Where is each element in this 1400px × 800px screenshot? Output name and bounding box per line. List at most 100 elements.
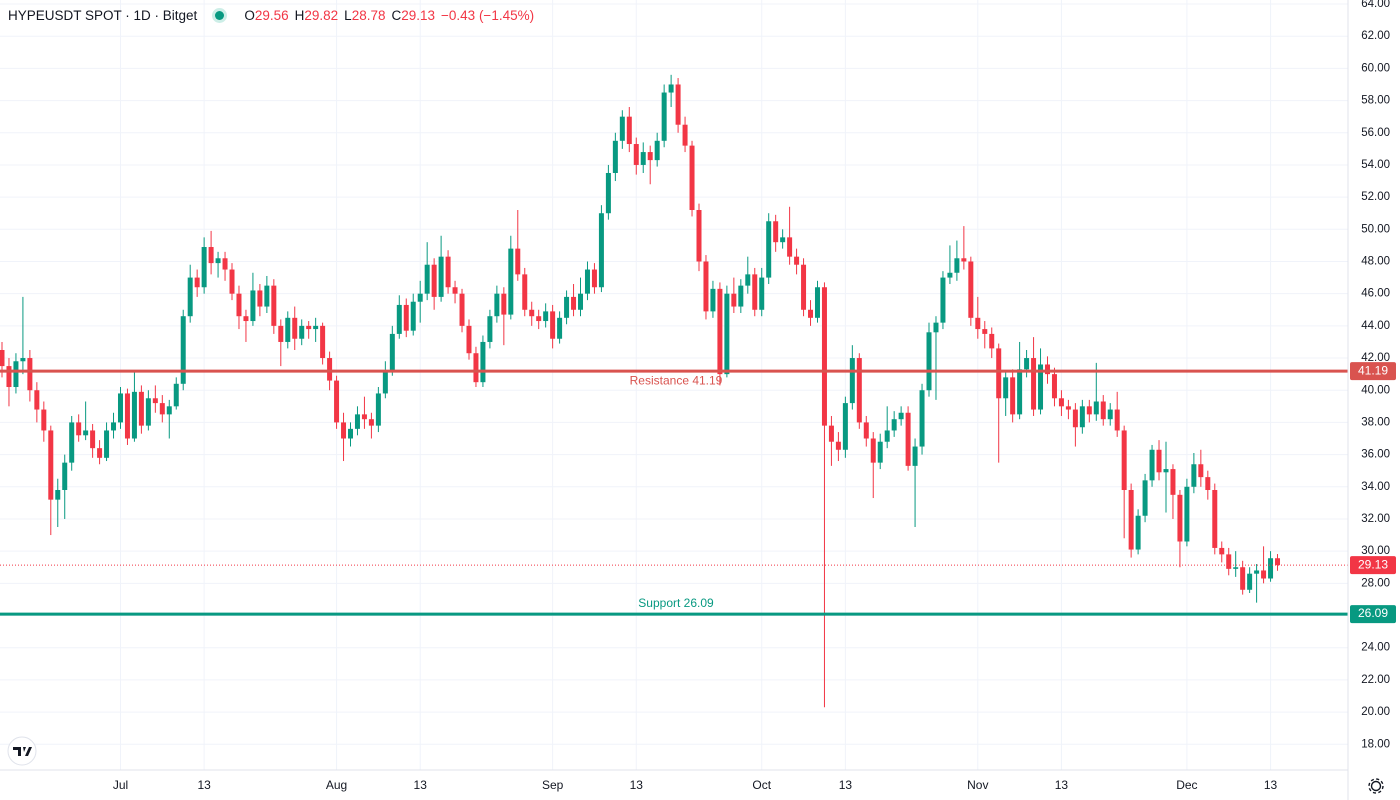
y-tick-label: 30.00 <box>1361 545 1390 557</box>
candle-body <box>62 462 68 490</box>
candle-body <box>1198 464 1204 478</box>
candle-body <box>633 144 639 165</box>
candle-body <box>1247 573 1253 590</box>
candle-body <box>1177 494 1183 542</box>
candle-body <box>828 425 834 442</box>
y-tick-label: 58.00 <box>1361 95 1390 107</box>
candle-body <box>1240 567 1246 590</box>
candle-body <box>884 430 890 442</box>
candle-body <box>710 288 716 312</box>
y-tick-label: 24.00 <box>1361 642 1390 654</box>
candle-body <box>522 274 528 310</box>
candle-body <box>989 333 995 349</box>
level-label: Resistance 41.19 <box>630 373 723 387</box>
y-tick-label: 50.00 <box>1361 223 1390 235</box>
candle-body <box>780 237 786 243</box>
candle-body <box>835 441 841 450</box>
candle-body <box>1219 547 1225 555</box>
candle-body <box>1093 401 1099 415</box>
candle-body <box>591 269 597 288</box>
candle-body <box>250 290 256 322</box>
candle-body <box>550 311 556 339</box>
candle-body <box>382 370 388 394</box>
candle-body <box>494 293 500 317</box>
y-tick-label: 52.00 <box>1361 191 1390 203</box>
candle-body <box>138 391 144 426</box>
y-tick-label: 40.00 <box>1361 384 1390 396</box>
settings-icon[interactable] <box>1368 778 1384 794</box>
candle-body <box>808 309 814 318</box>
y-tick-label: 36.00 <box>1361 449 1390 461</box>
candle-body <box>640 152 646 165</box>
candle-body <box>173 383 179 407</box>
candle-body <box>1079 406 1085 428</box>
candle-body <box>452 287 458 294</box>
candle-body <box>891 419 897 431</box>
candle-body <box>1149 449 1155 481</box>
y-tick-label: 44.00 <box>1361 320 1390 332</box>
legend-header: HYPEUSDT SPOT · 1D · Bitget O 29.56 H 29.8… <box>8 8 534 23</box>
candle-body <box>473 353 479 383</box>
candle-body <box>1212 490 1218 548</box>
candle-body <box>947 272 953 278</box>
change: −0.43 (−1.45%) <box>441 8 535 23</box>
candle-body <box>1010 377 1016 415</box>
candle-body <box>647 152 653 161</box>
y-tick-label: 46.00 <box>1361 288 1390 300</box>
price-badge <box>1350 556 1396 575</box>
tv-logo <box>7 736 37 766</box>
y-tick-label: 42.00 <box>1361 352 1390 364</box>
candle-body <box>1107 409 1113 420</box>
candle-body <box>1051 374 1057 399</box>
candle-body <box>417 293 423 302</box>
candle-body <box>299 325 305 339</box>
candle-body <box>529 309 535 317</box>
y-tick-label: 64.00 <box>1361 0 1390 10</box>
price-badge-label: 41.19 <box>1358 363 1388 377</box>
candle-body <box>1038 364 1044 410</box>
candle-body <box>201 247 207 288</box>
candle-body <box>905 412 911 466</box>
candle-body <box>104 430 110 458</box>
candle-body <box>27 358 33 391</box>
candle-body <box>145 398 151 426</box>
candle-body <box>661 92 667 141</box>
candle-body <box>536 316 542 322</box>
candle-body <box>564 296 570 318</box>
candle-body <box>320 325 326 359</box>
candle-body <box>1184 486 1190 542</box>
candle-body <box>396 304 402 334</box>
candle-body <box>968 261 974 318</box>
close-key: C <box>391 8 402 23</box>
candle-body <box>424 264 430 294</box>
candle-body <box>389 333 395 371</box>
candle-body <box>257 290 263 307</box>
candle-body <box>0 350 5 367</box>
candle-body <box>961 258 967 262</box>
candle-body <box>306 325 312 330</box>
candle-body <box>76 422 82 436</box>
level-label: Support 26.09 <box>638 596 714 610</box>
candle-body <box>954 258 960 273</box>
candle-body <box>327 358 333 381</box>
candle-body <box>152 398 158 404</box>
candle-body <box>1024 358 1030 370</box>
candle-body <box>243 316 249 322</box>
candle-body <box>682 124 688 146</box>
candle-body <box>863 422 869 439</box>
candle-body <box>508 248 514 315</box>
candle-body <box>41 409 47 431</box>
candle-body <box>341 422 347 439</box>
candle-body <box>557 317 563 339</box>
candle-body <box>877 441 883 463</box>
x-tick-label: Dec <box>1176 778 1197 792</box>
x-tick-label: Sep <box>542 778 564 792</box>
candle-body <box>159 403 165 415</box>
candle-body <box>375 393 381 426</box>
y-tick-label: 20.00 <box>1361 706 1390 718</box>
y-tick-label: 54.00 <box>1361 159 1390 171</box>
x-tick-label: Oct <box>752 778 771 792</box>
candle-body <box>1205 477 1211 490</box>
candle-body <box>738 285 744 307</box>
candle-body <box>1135 515 1141 550</box>
